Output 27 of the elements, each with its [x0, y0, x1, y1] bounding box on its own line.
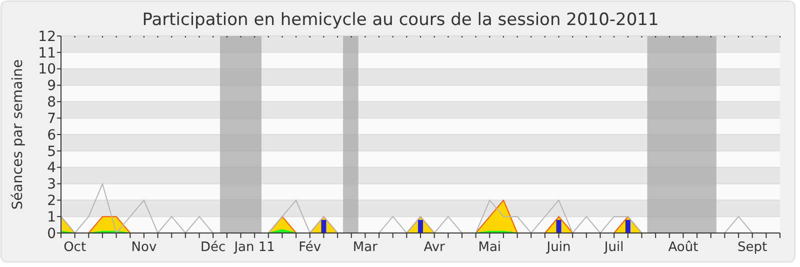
- y-tick-label: 3: [47, 176, 56, 193]
- y-tick-label: 5: [47, 144, 56, 160]
- y-tick-label: 12: [38, 28, 56, 45]
- x-tick-label: Août: [668, 240, 698, 255]
- x-tick-label: Juin: [546, 240, 571, 255]
- y-tick-label: 7: [47, 110, 56, 127]
- y-tick-label: 6: [47, 127, 56, 144]
- x-tick-label: Nov: [131, 240, 157, 255]
- chart-title: Participation en hemicycle au cours de la session 2010-2011: [142, 10, 659, 30]
- y-tick-label: 2: [47, 193, 56, 210]
- y-tick-label: 4: [47, 160, 56, 176]
- x-tick-label: Avr: [424, 240, 446, 255]
- y-tick-label: 10: [38, 62, 56, 78]
- x-tick-label: Jan 11: [233, 240, 275, 255]
- x-tick-label: Fév: [298, 240, 322, 255]
- y-tick-label: 8: [47, 94, 56, 111]
- x-tick-label: Sept: [738, 240, 768, 255]
- x-tick-label: Mai: [478, 240, 502, 255]
- x-tick-label: Oct: [64, 240, 86, 255]
- y-tick-label: 9: [47, 78, 56, 94]
- y-axis-title: Séances par semaine: [10, 59, 26, 210]
- x-tick-label: Déc: [200, 240, 226, 255]
- y-tick-label: 0: [47, 226, 56, 242]
- y-tick-label: 1: [47, 209, 56, 226]
- x-tick-label: Juil: [603, 240, 624, 255]
- y-tick-label: 11: [38, 45, 56, 62]
- x-tick-label: Mar: [352, 240, 378, 255]
